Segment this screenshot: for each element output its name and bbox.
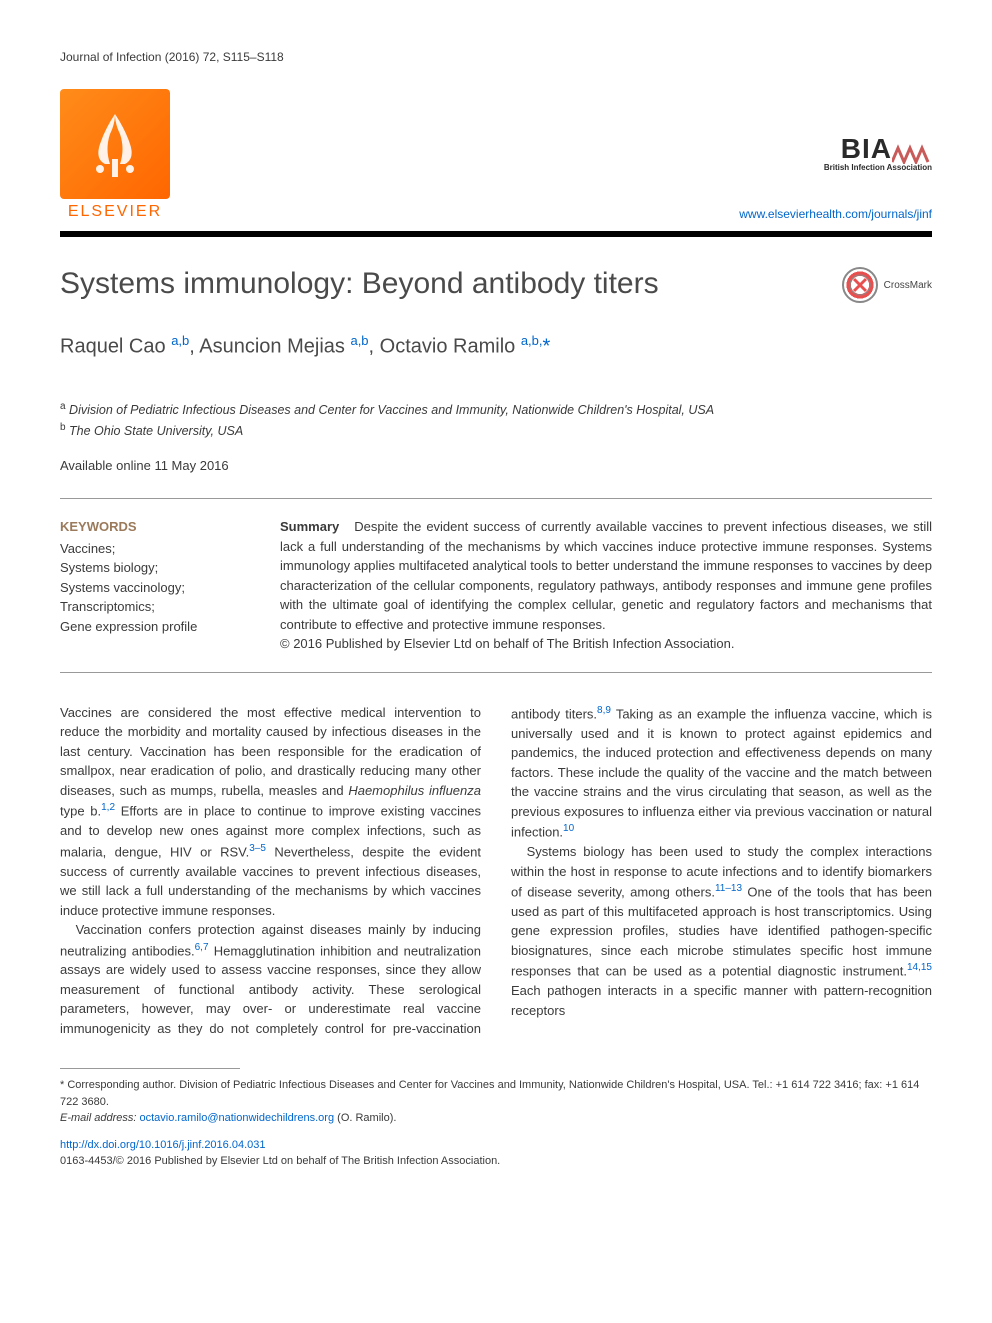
header-logo-row: ELSEVIER BIA British Infection Associati…: [60, 89, 932, 221]
citation-ref[interactable]: 11–13: [715, 883, 742, 894]
footer-separator: [60, 1068, 240, 1069]
summary-copyright: © 2016 Published by Elsevier Ltd on beha…: [280, 634, 932, 654]
body-paragraph-1: Vaccines are considered the most effecti…: [60, 703, 481, 920]
keywords-heading: KEYWORDS: [60, 517, 260, 537]
citation-ref[interactable]: 14,15: [907, 962, 932, 973]
citation-ref[interactable]: 6,7: [195, 942, 209, 953]
journal-citation: Journal of Infection (2016) 72, S115–S11…: [60, 50, 932, 64]
corresponding-email-link[interactable]: octavio.ramilo@nationwidechildrens.org: [139, 1112, 334, 1124]
email-line: E-mail address: octavio.ramilo@nationwid…: [60, 1110, 932, 1127]
citation-ref[interactable]: 3–5: [249, 843, 266, 854]
citation-ref[interactable]: 8,9: [597, 705, 611, 716]
keyword-item: Systems biology;: [60, 558, 260, 578]
author-list: Raquel Cao a,b, Asuncion Mejias a,b, Oct…: [60, 333, 932, 359]
crossmark-icon: [842, 267, 878, 303]
citation-ref[interactable]: 10: [563, 823, 574, 834]
publisher-logo: ELSEVIER: [60, 89, 170, 221]
association-fullname: British Infection Association: [824, 163, 932, 172]
footer-notes: * Corresponding author. Division of Pedi…: [60, 1077, 932, 1170]
elsevier-tree-icon: [60, 89, 170, 199]
association-block: BIA British Infection Association www.el…: [739, 133, 932, 221]
title-row: Systems immunology: Beyond antibody tite…: [60, 267, 932, 303]
issn-copyright-line: 0163-4453/© 2016 Published by Elsevier L…: [60, 1153, 932, 1170]
summary-text: Despite the evident success of currently…: [280, 519, 932, 632]
page-container: Journal of Infection (2016) 72, S115–S11…: [0, 0, 992, 1210]
summary-heading: Summary: [280, 519, 339, 534]
divider-thick: [60, 231, 932, 237]
doi-link[interactable]: http://dx.doi.org/10.1016/j.jinf.2016.04…: [60, 1139, 266, 1151]
affiliation-line: b The Ohio State University, USA: [60, 420, 932, 441]
affiliation-line: a Division of Pediatric Infectious Disea…: [60, 399, 932, 420]
article-title: Systems immunology: Beyond antibody tite…: [60, 267, 659, 301]
article-body: Vaccines are considered the most effecti…: [60, 703, 932, 1038]
journal-url-link[interactable]: www.elsevierhealth.com/journals/jinf: [739, 207, 932, 221]
summary-column: Summary Despite the evident success of c…: [280, 517, 932, 654]
body-paragraph-3: Systems biology has been used to study t…: [511, 842, 932, 1020]
abstract-block: KEYWORDS Vaccines;Systems biology;System…: [60, 499, 932, 672]
keywords-column: KEYWORDS Vaccines;Systems biology;System…: [60, 517, 260, 654]
keyword-item: Transcriptomics;: [60, 597, 260, 617]
corresponding-author-note: * Corresponding author. Division of Pedi…: [60, 1077, 932, 1110]
publisher-name: ELSEVIER: [68, 203, 162, 221]
keyword-item: Systems vaccinology;: [60, 578, 260, 598]
zigzag-icon: [892, 139, 932, 159]
keyword-item: Gene expression profile: [60, 617, 260, 637]
divider-thin-bottom: [60, 672, 932, 673]
affiliations: a Division of Pediatric Infectious Disea…: [60, 399, 932, 441]
keyword-item: Vaccines;: [60, 539, 260, 559]
association-abbr: BIA: [841, 133, 892, 165]
crossmark-badge[interactable]: CrossMark: [842, 267, 932, 303]
citation-ref[interactable]: 1,2: [101, 802, 115, 813]
available-online-date: Available online 11 May 2016: [60, 458, 932, 473]
crossmark-label: CrossMark: [884, 280, 932, 291]
association-logo: BIA: [841, 133, 932, 165]
